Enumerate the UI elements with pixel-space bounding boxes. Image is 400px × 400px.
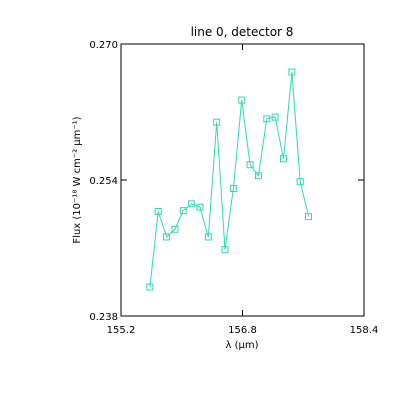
- data-point: [271, 113, 279, 121]
- data-point: [263, 115, 271, 123]
- y-axis-label: Flux (10⁻¹⁸ W cm⁻² μm⁻¹): [72, 116, 83, 243]
- data-point: [246, 161, 254, 169]
- series-line: [149, 72, 310, 288]
- data-point: [238, 96, 246, 104]
- data-point: [305, 213, 313, 221]
- data-point: [204, 233, 212, 241]
- data-point: [154, 207, 162, 215]
- data-point: [188, 200, 196, 208]
- data-point: [296, 178, 304, 186]
- data-point: [254, 172, 262, 180]
- x-axis-label: λ (μm): [225, 340, 258, 351]
- chart-title: line 0, detector 8: [191, 25, 294, 39]
- data-point: [221, 246, 229, 254]
- y-axis: 0.238 0.254 0.270: [89, 40, 364, 323]
- data-point: [229, 185, 237, 192]
- data-point: [179, 207, 187, 215]
- y-tick-label: 0.238: [89, 312, 118, 323]
- data-point: [163, 233, 171, 241]
- y-tick-label: 0.254: [89, 176, 118, 187]
- x-tick-label: 156.8: [228, 325, 257, 336]
- data-point: [196, 203, 204, 211]
- y-tick-label: 0.270: [89, 40, 118, 51]
- data-point: [280, 155, 288, 163]
- data-point: [146, 283, 154, 291]
- series-group: [146, 68, 313, 291]
- data-point: [171, 225, 179, 233]
- x-axis: 155.2 156.8 158.4: [107, 44, 379, 336]
- x-tick-label: 155.2: [107, 325, 136, 336]
- data-point: [213, 118, 221, 126]
- x-tick-label: 158.4: [350, 325, 379, 336]
- plot-frame: [120, 43, 365, 317]
- data-point: [288, 68, 296, 76]
